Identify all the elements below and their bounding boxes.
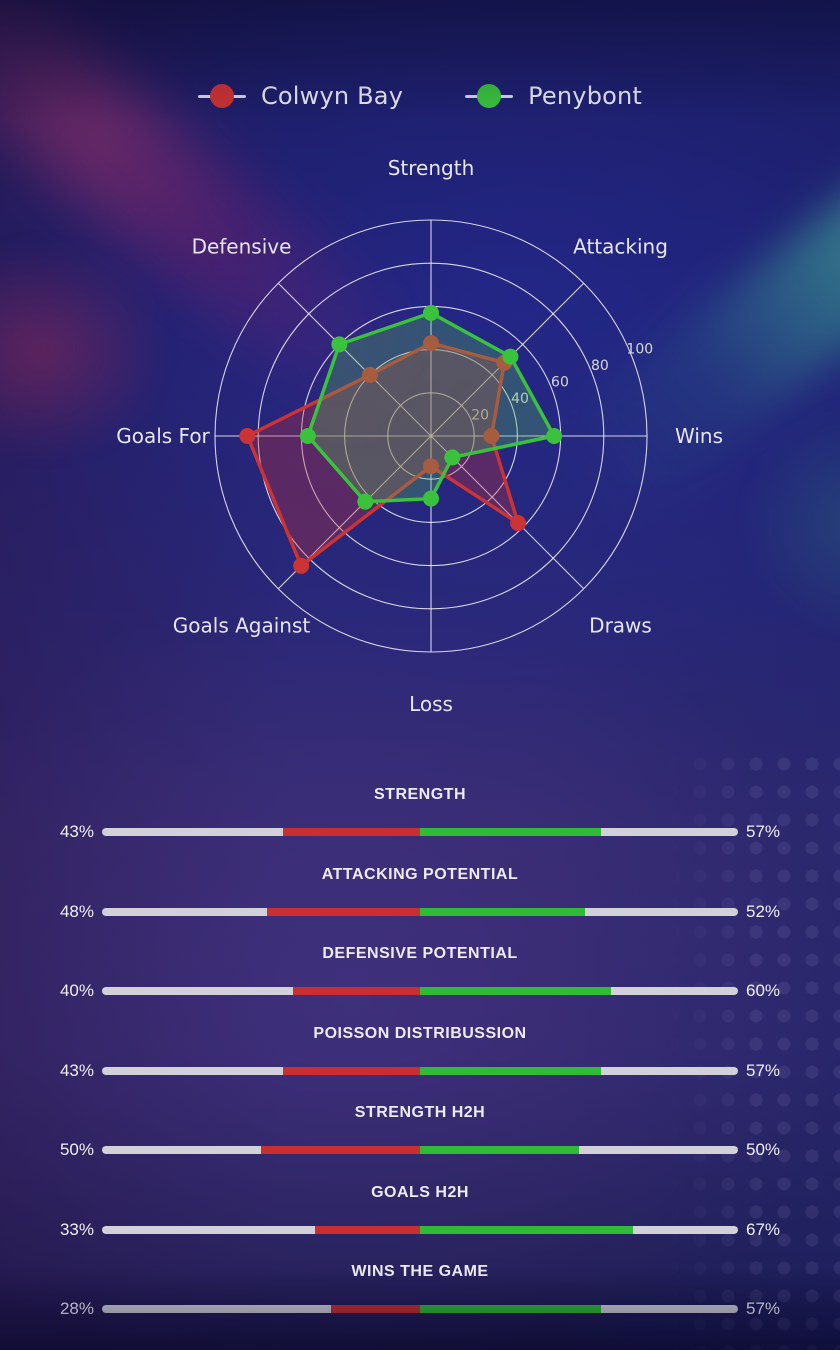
radar-point-home [239, 428, 256, 444]
comparison-title: GOALS H2H [371, 1183, 469, 1201]
legend-marker-red [197, 84, 246, 108]
legend-item-home[interactable]: Colwyn Bay [197, 82, 404, 110]
home-bar-segment [261, 1146, 420, 1154]
home-percent: 48% [59, 901, 94, 921]
home-percent: 28% [59, 1299, 94, 1318]
away-percent: 57% [746, 1060, 781, 1080]
radar-point-home [293, 557, 310, 574]
radar-axis-label-attacking: Attacking [573, 234, 668, 258]
away-bar-segment [420, 907, 586, 916]
radar-point-away [444, 449, 461, 466]
away-bar-segment [420, 987, 611, 995]
home-bar-segment [267, 907, 420, 916]
bar-track [102, 1066, 738, 1075]
bar-track [102, 1225, 738, 1234]
radar-axis-label-wins: Wins [675, 424, 723, 448]
comparison-bar: 33% 67% [0, 1220, 840, 1240]
comparison-row: STRENGTH H2H 50% 50% [0, 1097, 840, 1160]
radar-tick-label: 80 [591, 358, 609, 374]
away-bar-segment [420, 1066, 602, 1075]
radar-axis-label-goals-for: Goals For [116, 424, 210, 448]
legend-dot-green-icon [477, 84, 502, 108]
radar-point-home [423, 335, 439, 352]
home-percent: 40% [59, 981, 94, 1000]
radar-point-away [546, 428, 563, 444]
radar-axis-label-draws: Draws [589, 614, 652, 638]
legend-item-away[interactable]: Penybont [465, 82, 642, 110]
comparison-row: WINS THE GAME 28% 57% [0, 1256, 840, 1319]
comparison-row: DEFENSIVE POTENTIAL 40% 60% [0, 938, 840, 1001]
radar-point-home [423, 458, 439, 475]
comparison-bar: 48% 52% [0, 902, 840, 922]
comparison-title: ATTACKING POTENTIAL [321, 865, 519, 883]
away-percent: 57% [746, 822, 781, 841]
radar-point-away [502, 348, 519, 365]
bar-track [102, 907, 738, 916]
comparison-bar: 43% 57% [0, 1061, 840, 1081]
home-bar-segment [315, 1225, 420, 1234]
home-bar-segment [283, 828, 420, 836]
radar-axis-label-defensive: Defensive [192, 234, 292, 258]
away-percent: 50% [746, 1140, 781, 1159]
away-percent: 52% [746, 901, 781, 921]
away-percent: 60% [746, 981, 781, 1000]
comparison-title: DEFENSIVE POTENTIAL [322, 945, 518, 962]
comparison-bar: 50% 50% [0, 1140, 840, 1160]
bar-track [102, 987, 738, 995]
radar-axis-line [277, 282, 432, 437]
comparison-bar: 40% 60% [0, 981, 840, 1001]
comparison-bar: 43% 57% [0, 822, 840, 842]
away-bar-segment [420, 828, 602, 836]
radar-point-away [331, 336, 348, 353]
home-percent: 33% [59, 1219, 94, 1239]
comparison-title: POISSON DISTRIBUSSION [313, 1024, 527, 1042]
comparison-bar: 28% 57% [0, 1299, 840, 1319]
legend-label-home: Colwyn Bay [260, 82, 404, 110]
radar-axis-label-loss: Loss [409, 692, 453, 716]
radar-point-home [483, 428, 500, 444]
radar-point-away [299, 428, 316, 444]
home-bar-segment [292, 987, 420, 995]
comparison-title: STRENGTH H2H [354, 1104, 486, 1121]
home-bar-segment [330, 1305, 420, 1313]
radar-chart: 20 40 60 80 100 Strength Attacking Wins Draws Los… [116, 156, 723, 716]
radar-point-away [423, 490, 439, 507]
comparison-row: POISSON DISTRIBUSSION 43% 57% [0, 1018, 840, 1081]
comparison-title: STRENGTH [374, 786, 466, 803]
radar-tick-label: 100 [626, 342, 653, 358]
radar-point-away [357, 493, 374, 510]
away-percent: 57% [746, 1299, 781, 1318]
home-percent: 43% [59, 822, 94, 841]
home-percent: 43% [59, 1060, 94, 1080]
comparison-row: GOALS H2H 33% 67% [0, 1177, 840, 1240]
away-bar-segment [420, 1146, 579, 1154]
radar-point-away [423, 304, 439, 321]
radar-point-home [361, 366, 378, 383]
bar-track [102, 828, 738, 836]
away-percent: 67% [746, 1219, 781, 1239]
away-bar-segment [420, 1305, 602, 1313]
radar-point-home [510, 515, 527, 532]
comparison-row: STRENGTH 43% 57% [0, 779, 840, 842]
legend-dot-red-icon [209, 84, 234, 108]
bar-track [102, 1305, 738, 1313]
radar-axis-label-goals-against: Goals Against [173, 614, 311, 638]
radar-tick-label: 60 [551, 375, 569, 391]
radar-axis-label-strength: Strength [388, 156, 475, 180]
away-bar-segment [420, 1225, 634, 1234]
comparison-row: ATTACKING POTENTIAL 48% 52% [0, 859, 840, 922]
comparison-title: WINS THE GAME [351, 1263, 489, 1280]
legend-marker-green [465, 84, 514, 108]
radar-tick-label: 20 [471, 408, 489, 424]
legend-label-away: Penybont [528, 82, 643, 110]
bar-track [102, 1146, 738, 1154]
home-bar-segment [283, 1066, 420, 1075]
chart-legend: Colwyn Bay Penybont [0, 82, 840, 110]
home-percent: 50% [59, 1140, 94, 1159]
radar-tick-label: 40 [511, 391, 529, 407]
